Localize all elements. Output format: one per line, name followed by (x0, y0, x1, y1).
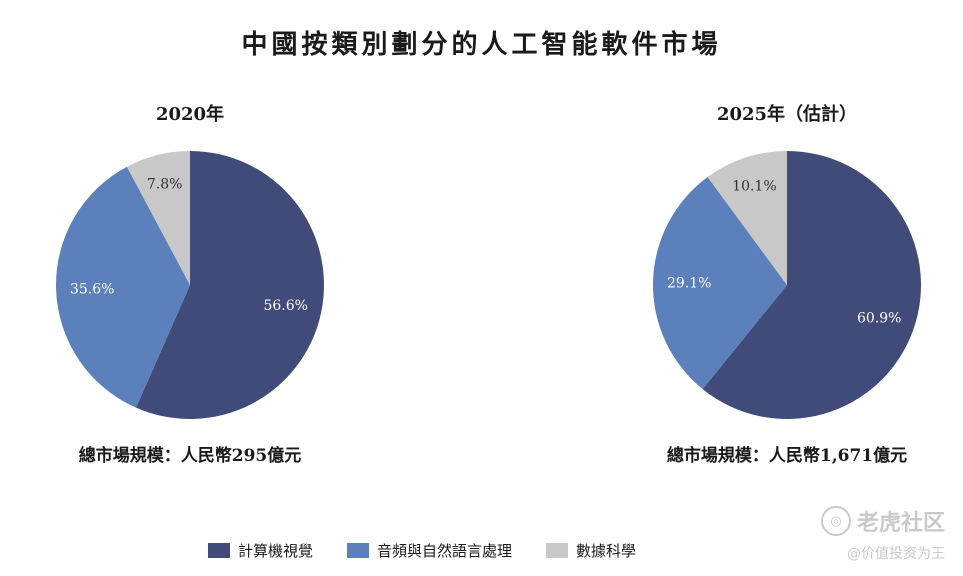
legend: 計算機視覺 音頻與自然語言處理 數據科學 (208, 540, 636, 561)
pie-slice-label: 10.1% (732, 179, 776, 195)
chart-main-title: 中國按類別劃分的人工智能軟件市場 (241, 30, 722, 60)
pie-chart-title: 2020年 (155, 104, 225, 125)
pie-chart-svg: 56.6% 35.6% 7.8% (56, 151, 324, 419)
tiger-logo-icon: ◎ (820, 506, 851, 536)
pie-chart-2025: 2025年（估計） 60.9% 29.1% 10.1% 總市場規模：人民幣1,671… (637, 95, 937, 475)
watermark-handle: @价值投资为王 (847, 546, 945, 562)
pie-slice (702, 151, 921, 419)
legend-label: 音頻與自然語言處理 (377, 542, 513, 560)
legend-swatch (546, 543, 569, 558)
pie-chart-title: 2025年（估計） (716, 104, 858, 125)
pie-slice-label: 7.8% (147, 177, 183, 193)
watermark-logo: ◎ 老虎社区 (795, 505, 945, 537)
legend-swatch (347, 543, 370, 558)
pie-slice-label: 60.9% (857, 311, 901, 327)
legend-item-speech-nlp: 音頻與自然語言處理 (347, 540, 512, 561)
pie-slice (707, 151, 787, 285)
pie-slice-label: 35.6% (70, 282, 114, 298)
pie-slice (136, 151, 324, 419)
legend-item-data-science: 數據科學 (546, 540, 636, 561)
pie-slice (653, 177, 787, 390)
legend-item-computer-vision: 計算機視覺 (208, 540, 313, 561)
pie-slice-label: 56.6% (263, 298, 307, 314)
pie-slice-label: 29.1% (667, 276, 711, 292)
pie-chart-svg: 60.9% 29.1% 10.1% (653, 151, 921, 419)
watermark-logo-text: 老虎社区 (856, 511, 945, 536)
legend-label: 計算機視覺 (238, 542, 314, 560)
total-market-size: 總市場規模：人民幣1,671億元 (666, 446, 908, 466)
pie-slice (126, 151, 190, 285)
legend-label: 數據科學 (576, 542, 637, 560)
pie-slice (56, 166, 191, 408)
watermark: ◎ 老虎社区 @价值投资为王 (795, 505, 945, 563)
total-market-size: 總市場規模：人民幣295億元 (78, 446, 302, 466)
pie-chart-2020: 2020年 56.6% 35.6% 7.8% 總市場規模：人民幣295億元 (40, 95, 340, 475)
legend-swatch (208, 543, 230, 558)
